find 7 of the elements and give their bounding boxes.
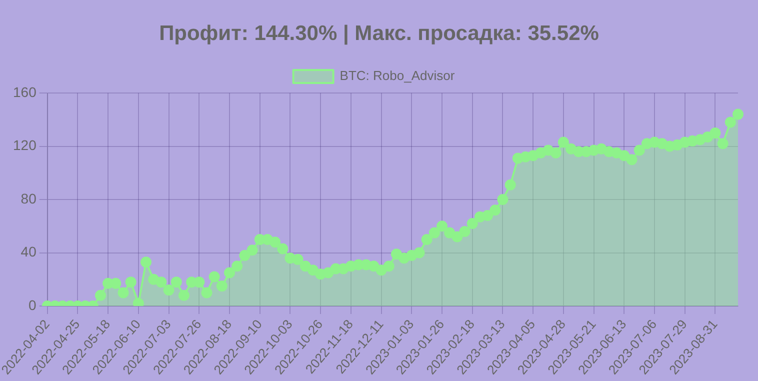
- y-tick-label: 160: [13, 84, 37, 100]
- y-tick-label: 80: [20, 190, 37, 206]
- legend-label: BTC: Robo_Advisor: [340, 68, 456, 84]
- y-tick-label: 0: [28, 296, 37, 313]
- y-tick-label: 40: [20, 244, 37, 260]
- chart-title: Профит: 144.30% | Макс. просадка: 35.52%: [158, 22, 600, 46]
- y-tick-label: 120: [13, 137, 37, 154]
